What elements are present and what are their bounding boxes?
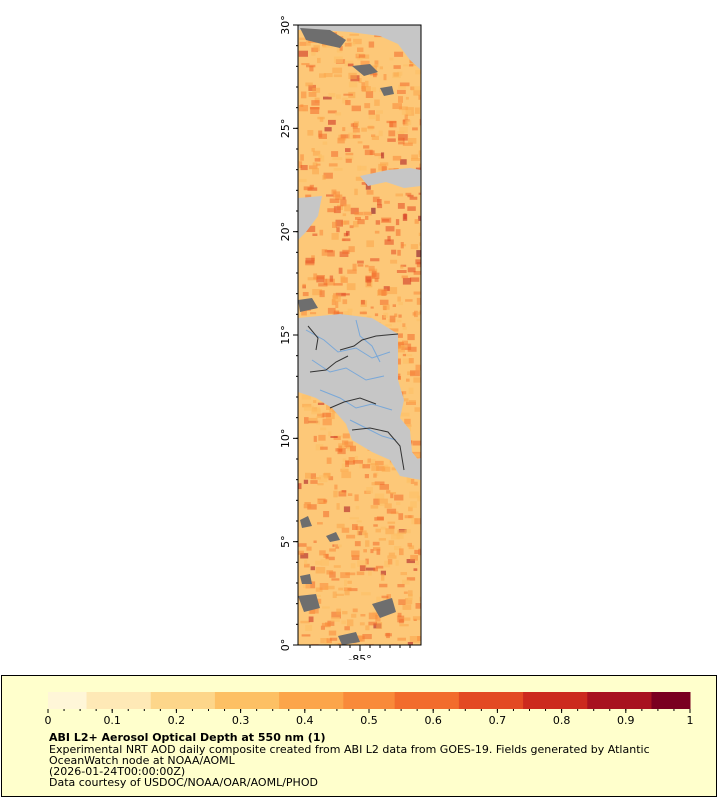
legend-panel: 0 0.1 0.2 0.3 0.4 0.5 0.6 0.7 0.8 0.9 1 ABI L2+ Ae… (1, 675, 717, 797)
cuba-land (360, 168, 421, 188)
rivers (305, 319, 397, 441)
us-land (298, 25, 421, 70)
mexico-land (298, 196, 322, 240)
colorbar-tick-label: 0.4 (296, 714, 314, 727)
lat-tick-label: 10° (279, 429, 292, 449)
colorbar-tick-label: 1 (687, 714, 694, 727)
lat-tick-label: 30° (279, 15, 292, 35)
colorbar-tick-label: 0.6 (424, 714, 442, 727)
lon-tick-label: -85° (348, 653, 371, 660)
longitude-axis: -85° (309, 645, 411, 666)
colorbar-tick-label: 0.8 (553, 714, 571, 727)
map-area: 0° 5° 10° 15° 20° 25° 30° -85° (279, 15, 422, 666)
colorbar-tick-label: 0.1 (103, 714, 121, 727)
colorbar-tick-label: 0 (45, 714, 52, 727)
colorbar-tick-label: 0.7 (489, 714, 507, 727)
south-america-land (404, 458, 421, 478)
lat-tick-label: 5° (279, 535, 292, 548)
latitude-axis: 0° 5° 10° 15° 20° 25° 30° (279, 15, 298, 651)
legend-timestamp: (2026-01-24T00:00:00Z) (49, 765, 186, 778)
missing-data (298, 28, 396, 645)
colorbar: 0 0.1 0.2 0.3 0.4 0.5 0.6 0.7 0.8 0.9 1 (45, 692, 694, 727)
legend-description: Experimental NRT AOD daily composite cre… (49, 743, 650, 756)
colorbar-tick-label: 0.9 (617, 714, 635, 727)
colorbar-tick-label: 0.3 (232, 714, 250, 727)
lat-tick-label: 20° (279, 222, 292, 242)
colorbar-tick-label: 0.5 (360, 714, 378, 727)
legend-credit: Data courtesy of USDOC/NOAA/OAR/AOML/PHO… (49, 776, 318, 789)
aod-map: 0° 5° 10° 15° 20° 25° 30° -85° (279, 15, 422, 666)
legend-description-cont: OceanWatch node at NOAA/AOML (49, 754, 235, 767)
country-borders (307, 325, 405, 471)
lat-tick-label: 25° (279, 119, 292, 139)
legend-title: ABI L2+ Aerosol Optical Depth at 550 nm … (49, 731, 326, 744)
lat-tick-label: 15° (279, 325, 292, 345)
colorbar-tick-label: 0.2 (168, 714, 186, 727)
lat-tick-label: 0° (279, 639, 292, 652)
